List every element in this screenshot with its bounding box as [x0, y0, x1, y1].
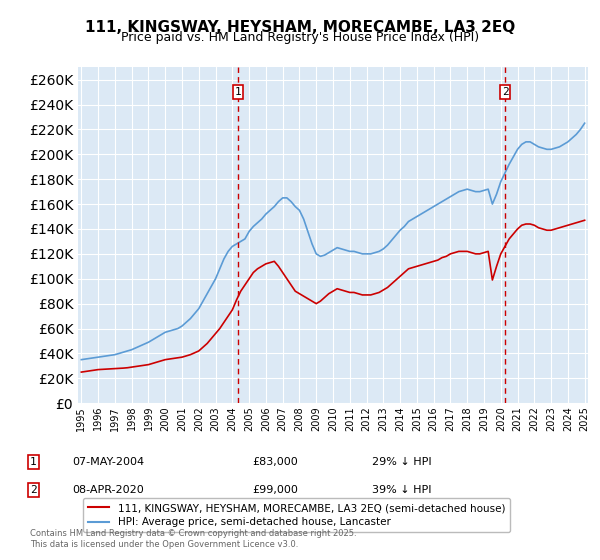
Text: 2: 2 — [502, 87, 509, 97]
Text: Contains HM Land Registry data © Crown copyright and database right 2025.
This d: Contains HM Land Registry data © Crown c… — [30, 529, 356, 549]
Legend: 111, KINGSWAY, HEYSHAM, MORECAMBE, LA3 2EQ (semi-detached house), HPI: Average p: 111, KINGSWAY, HEYSHAM, MORECAMBE, LA3 2… — [83, 498, 510, 533]
Text: 07-MAY-2004: 07-MAY-2004 — [72, 457, 144, 467]
Text: £83,000: £83,000 — [252, 457, 298, 467]
Text: 39% ↓ HPI: 39% ↓ HPI — [372, 485, 431, 495]
Text: 1: 1 — [30, 457, 37, 467]
Text: 08-APR-2020: 08-APR-2020 — [72, 485, 144, 495]
Text: 2: 2 — [30, 485, 37, 495]
Text: £99,000: £99,000 — [252, 485, 298, 495]
Text: 111, KINGSWAY, HEYSHAM, MORECAMBE, LA3 2EQ: 111, KINGSWAY, HEYSHAM, MORECAMBE, LA3 2… — [85, 20, 515, 35]
Text: 1: 1 — [235, 87, 242, 97]
Text: Price paid vs. HM Land Registry's House Price Index (HPI): Price paid vs. HM Land Registry's House … — [121, 31, 479, 44]
Text: 29% ↓ HPI: 29% ↓ HPI — [372, 457, 431, 467]
